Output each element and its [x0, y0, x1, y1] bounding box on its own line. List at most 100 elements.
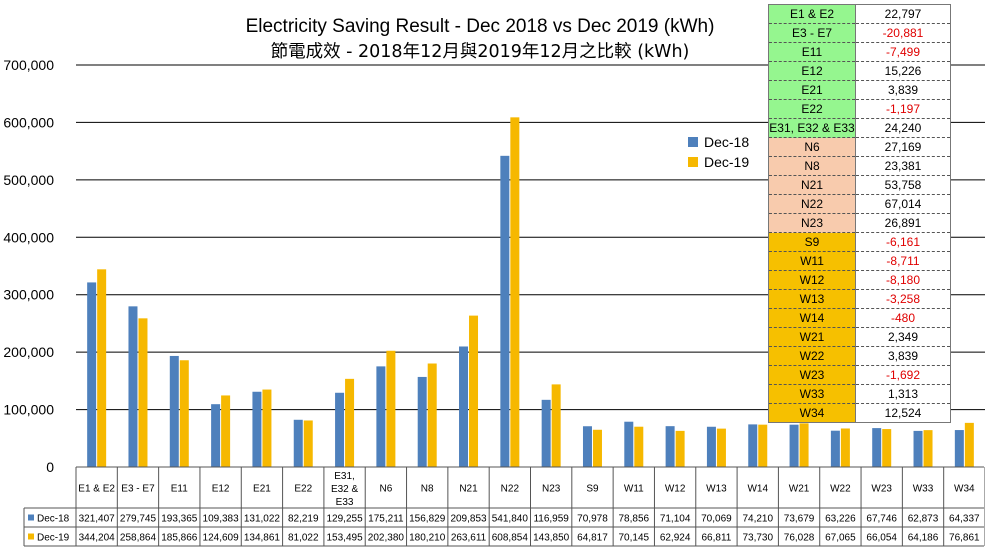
bar-dec-19	[592, 429, 602, 467]
data-label: 134,861	[244, 533, 281, 544]
savings-row-name: N6	[768, 137, 856, 157]
bar-dec-18	[748, 424, 758, 467]
x-tick-label: N6	[379, 484, 392, 495]
data-label: 74,210	[742, 514, 773, 525]
bar-dec-18	[954, 430, 964, 467]
data-label: 81,022	[288, 533, 319, 544]
data-label: 129,255	[326, 514, 363, 525]
x-tick-label: S9	[586, 484, 599, 495]
data-label: 344,204	[79, 533, 116, 544]
bar-dec-19	[221, 395, 231, 467]
savings-row-value: 2,349	[855, 327, 951, 347]
x-tick-label: E11	[171, 484, 188, 495]
data-label: 175,211	[368, 514, 404, 525]
x-tick-label: W22	[830, 484, 851, 495]
data-label: 116,959	[533, 514, 569, 525]
bar-dec-18	[500, 155, 510, 467]
legend: Dec-18 Dec-19	[688, 132, 749, 172]
legend-swatch	[688, 157, 698, 167]
data-label: 193,365	[161, 514, 198, 525]
savings-row-name: N22	[768, 194, 856, 214]
bar-dec-18	[87, 282, 97, 467]
y-tick-label: 700,000	[3, 57, 54, 73]
savings-row-value: -20,881	[855, 23, 951, 43]
savings-row-name: W34	[768, 403, 856, 423]
y-tick-label: 400,000	[3, 229, 54, 245]
x-tick-label: N22	[501, 484, 520, 495]
savings-row-value: 12,524	[855, 403, 951, 423]
savings-row-value: 15,226	[855, 61, 951, 81]
savings-row: E31, E32 & E33 24,240	[768, 118, 951, 138]
savings-row-name: E21	[768, 80, 856, 100]
x-tick-label: W33	[913, 484, 934, 495]
x-tick-label: E1 & E2	[78, 484, 115, 495]
bar-dec-18	[913, 430, 923, 467]
savings-row-name: W11	[768, 251, 856, 271]
bar-dec-19	[675, 430, 685, 467]
bar-dec-18	[624, 421, 634, 467]
legend-item-dec-19: Dec-19	[688, 152, 749, 172]
bar-dec-19	[427, 363, 437, 467]
x-tick-label: E32 &	[331, 484, 359, 495]
savings-row: N21 53,758	[768, 175, 951, 195]
savings-row-name: E3 - E7	[768, 23, 856, 43]
data-label: 608,854	[492, 533, 529, 544]
savings-row: W21 2,349	[768, 327, 951, 347]
legend-label: Dec-18	[704, 134, 750, 150]
savings-row-value: 3,839	[855, 80, 951, 100]
x-tick-label: W23	[871, 484, 892, 495]
data-label: 62,873	[908, 514, 939, 525]
table-series-name: Dec-19	[37, 533, 70, 544]
savings-row-name: W23	[768, 365, 856, 385]
bar-dec-19	[840, 428, 850, 467]
data-label: 64,817	[577, 533, 608, 544]
data-label: 124,609	[203, 533, 240, 544]
savings-row-value: 23,381	[855, 156, 951, 176]
data-label: 202,380	[368, 533, 405, 544]
savings-row-value: 24,240	[855, 118, 951, 138]
bar-dec-18	[706, 426, 716, 467]
data-label: 209,853	[450, 514, 487, 525]
savings-row-value: -1,197	[855, 99, 951, 119]
chart-subtitle: 節電成效 - 2018年12月與2019年12月之比較 (kWh)	[270, 42, 690, 62]
bar-dec-18	[252, 391, 262, 467]
data-label: 321,407	[79, 514, 116, 525]
data-label: 180,210	[409, 533, 446, 544]
bar-dec-19	[469, 315, 479, 467]
data-label: 67,746	[866, 514, 897, 525]
savings-row-value: 67,014	[855, 194, 951, 214]
savings-row-name: N21	[768, 175, 856, 195]
data-label: 70,978	[577, 514, 608, 525]
savings-row: N22 67,014	[768, 194, 951, 214]
savings-row-name: W22	[768, 346, 856, 366]
bar-dec-18	[541, 399, 551, 467]
x-tick-label: W13	[706, 484, 727, 495]
bar-dec-18	[459, 346, 469, 467]
x-tick-label: E31,	[334, 471, 355, 482]
savings-row: W23 -1,692	[768, 365, 951, 385]
data-label: 66,054	[866, 533, 897, 544]
savings-row: E11 -7,499	[768, 42, 951, 62]
savings-row-name: E31, E32 & E33	[768, 118, 856, 138]
bar-dec-19	[758, 424, 768, 467]
data-label: 76,028	[784, 533, 815, 544]
data-label: 73,730	[742, 533, 773, 544]
bar-dec-19	[510, 117, 520, 468]
savings-row-value: 27,169	[855, 137, 951, 157]
data-label: 131,022	[244, 514, 281, 525]
data-label: 64,186	[908, 533, 939, 544]
y-tick-label: 500,000	[3, 172, 54, 188]
savings-row-name: S9	[768, 232, 856, 252]
bar-dec-19	[551, 384, 561, 467]
bar-dec-18	[872, 428, 882, 467]
data-label: 67,065	[825, 533, 856, 544]
chart-title: Electricity Saving Result - Dec 2018 vs …	[245, 16, 715, 37]
bar-dec-18	[830, 430, 840, 467]
bar-dec-18	[128, 306, 138, 467]
savings-row: N6 27,169	[768, 137, 951, 157]
table-series-key	[28, 514, 34, 521]
savings-row: W11 -8,711	[768, 251, 951, 271]
savings-row-value: -8,180	[855, 270, 951, 290]
